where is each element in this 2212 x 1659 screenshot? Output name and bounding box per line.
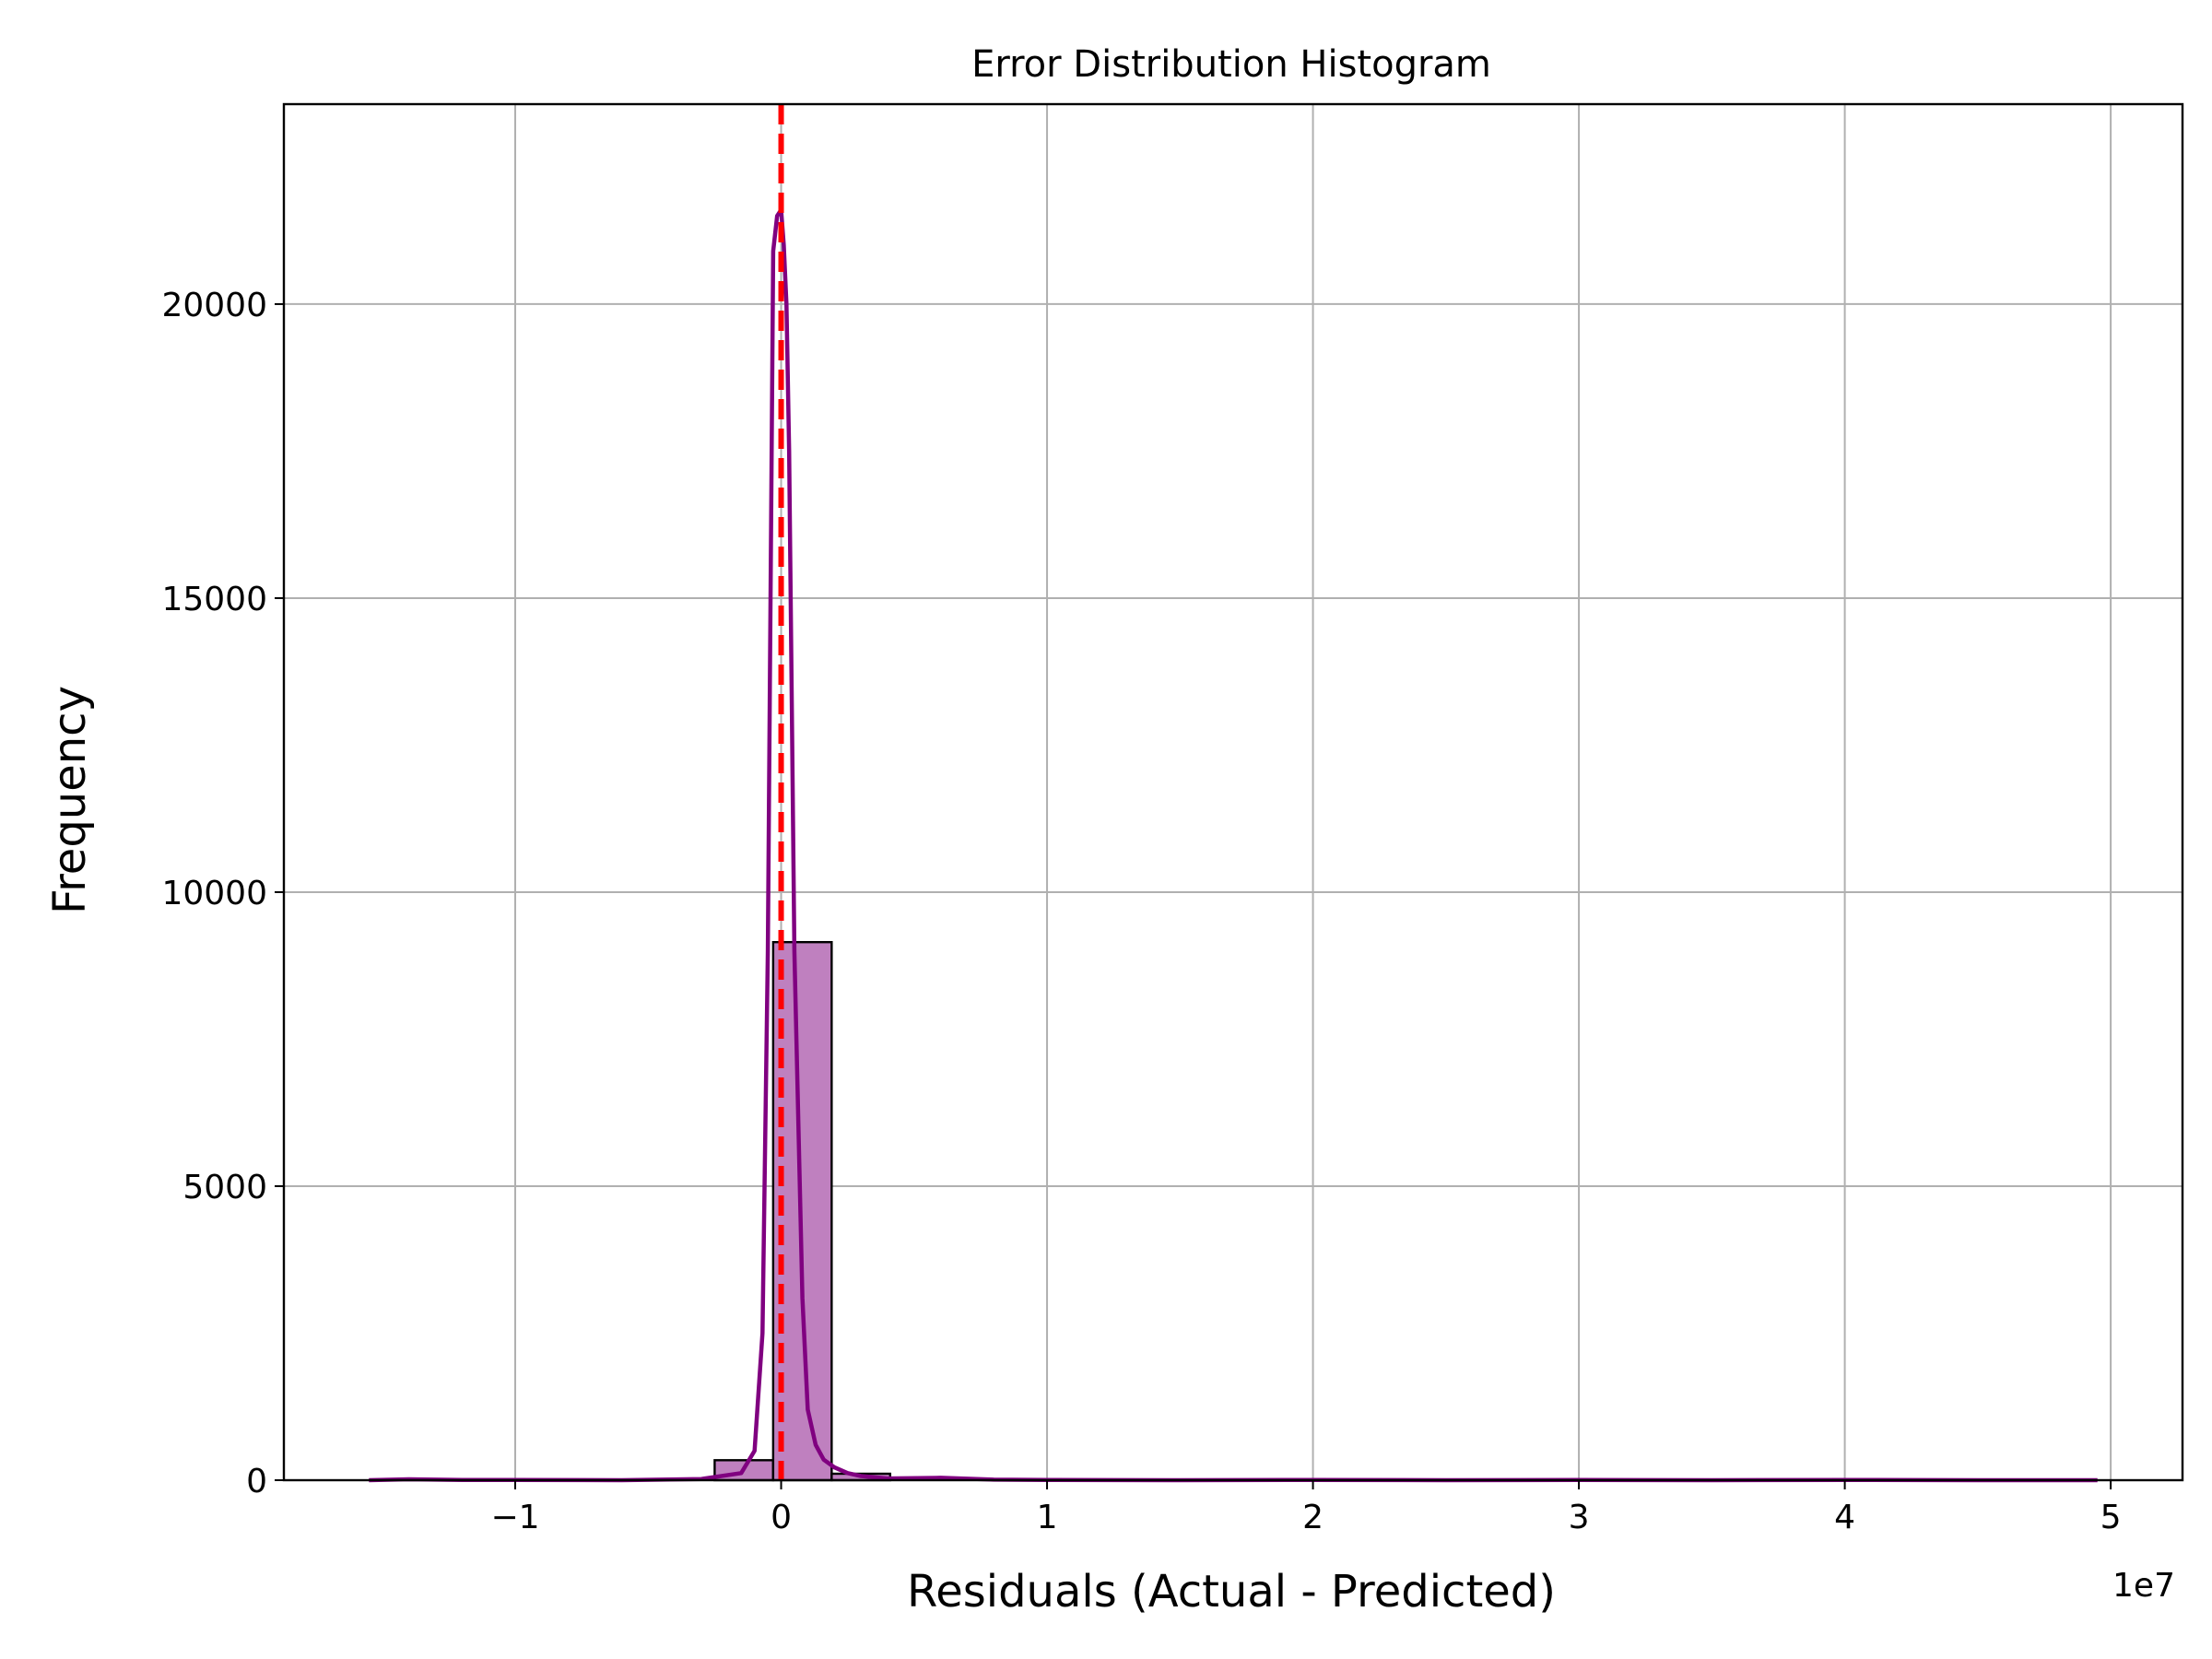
x-tick-label: 2 (1302, 1499, 1324, 1536)
ticks-layer: −1 0 1 2 3 4 5 0 5000 10000 15000 20000 (161, 287, 2121, 1536)
x-tick-label: 1 (1037, 1499, 1058, 1536)
x-axis-title: Residuals (Actual - Predicted) (907, 1566, 1556, 1618)
y-tick-label: 0 (246, 1463, 267, 1500)
y-tick-label: 15000 (161, 581, 267, 618)
x-axis-offset-label: 1e7 (2112, 1567, 2175, 1605)
chart-title: Error Distribution Histogram (971, 43, 1491, 86)
kde-layer (369, 207, 2098, 1483)
x-tick-label: 4 (1834, 1499, 1855, 1536)
grid-layer (284, 104, 2183, 1481)
plot-frame (282, 102, 2184, 1482)
kde-curve (369, 207, 2098, 1483)
x-tick-label: 0 (771, 1499, 792, 1536)
y-axis-title: Frequency (44, 686, 96, 914)
x-tick-label: 3 (1569, 1499, 1590, 1536)
y-tick-label: 5000 (182, 1169, 267, 1206)
y-tick-label: 20000 (161, 287, 267, 324)
y-tick-label: 10000 (161, 875, 267, 912)
x-tick-label: −1 (490, 1499, 539, 1536)
x-tick-label: 5 (2100, 1499, 2122, 1536)
